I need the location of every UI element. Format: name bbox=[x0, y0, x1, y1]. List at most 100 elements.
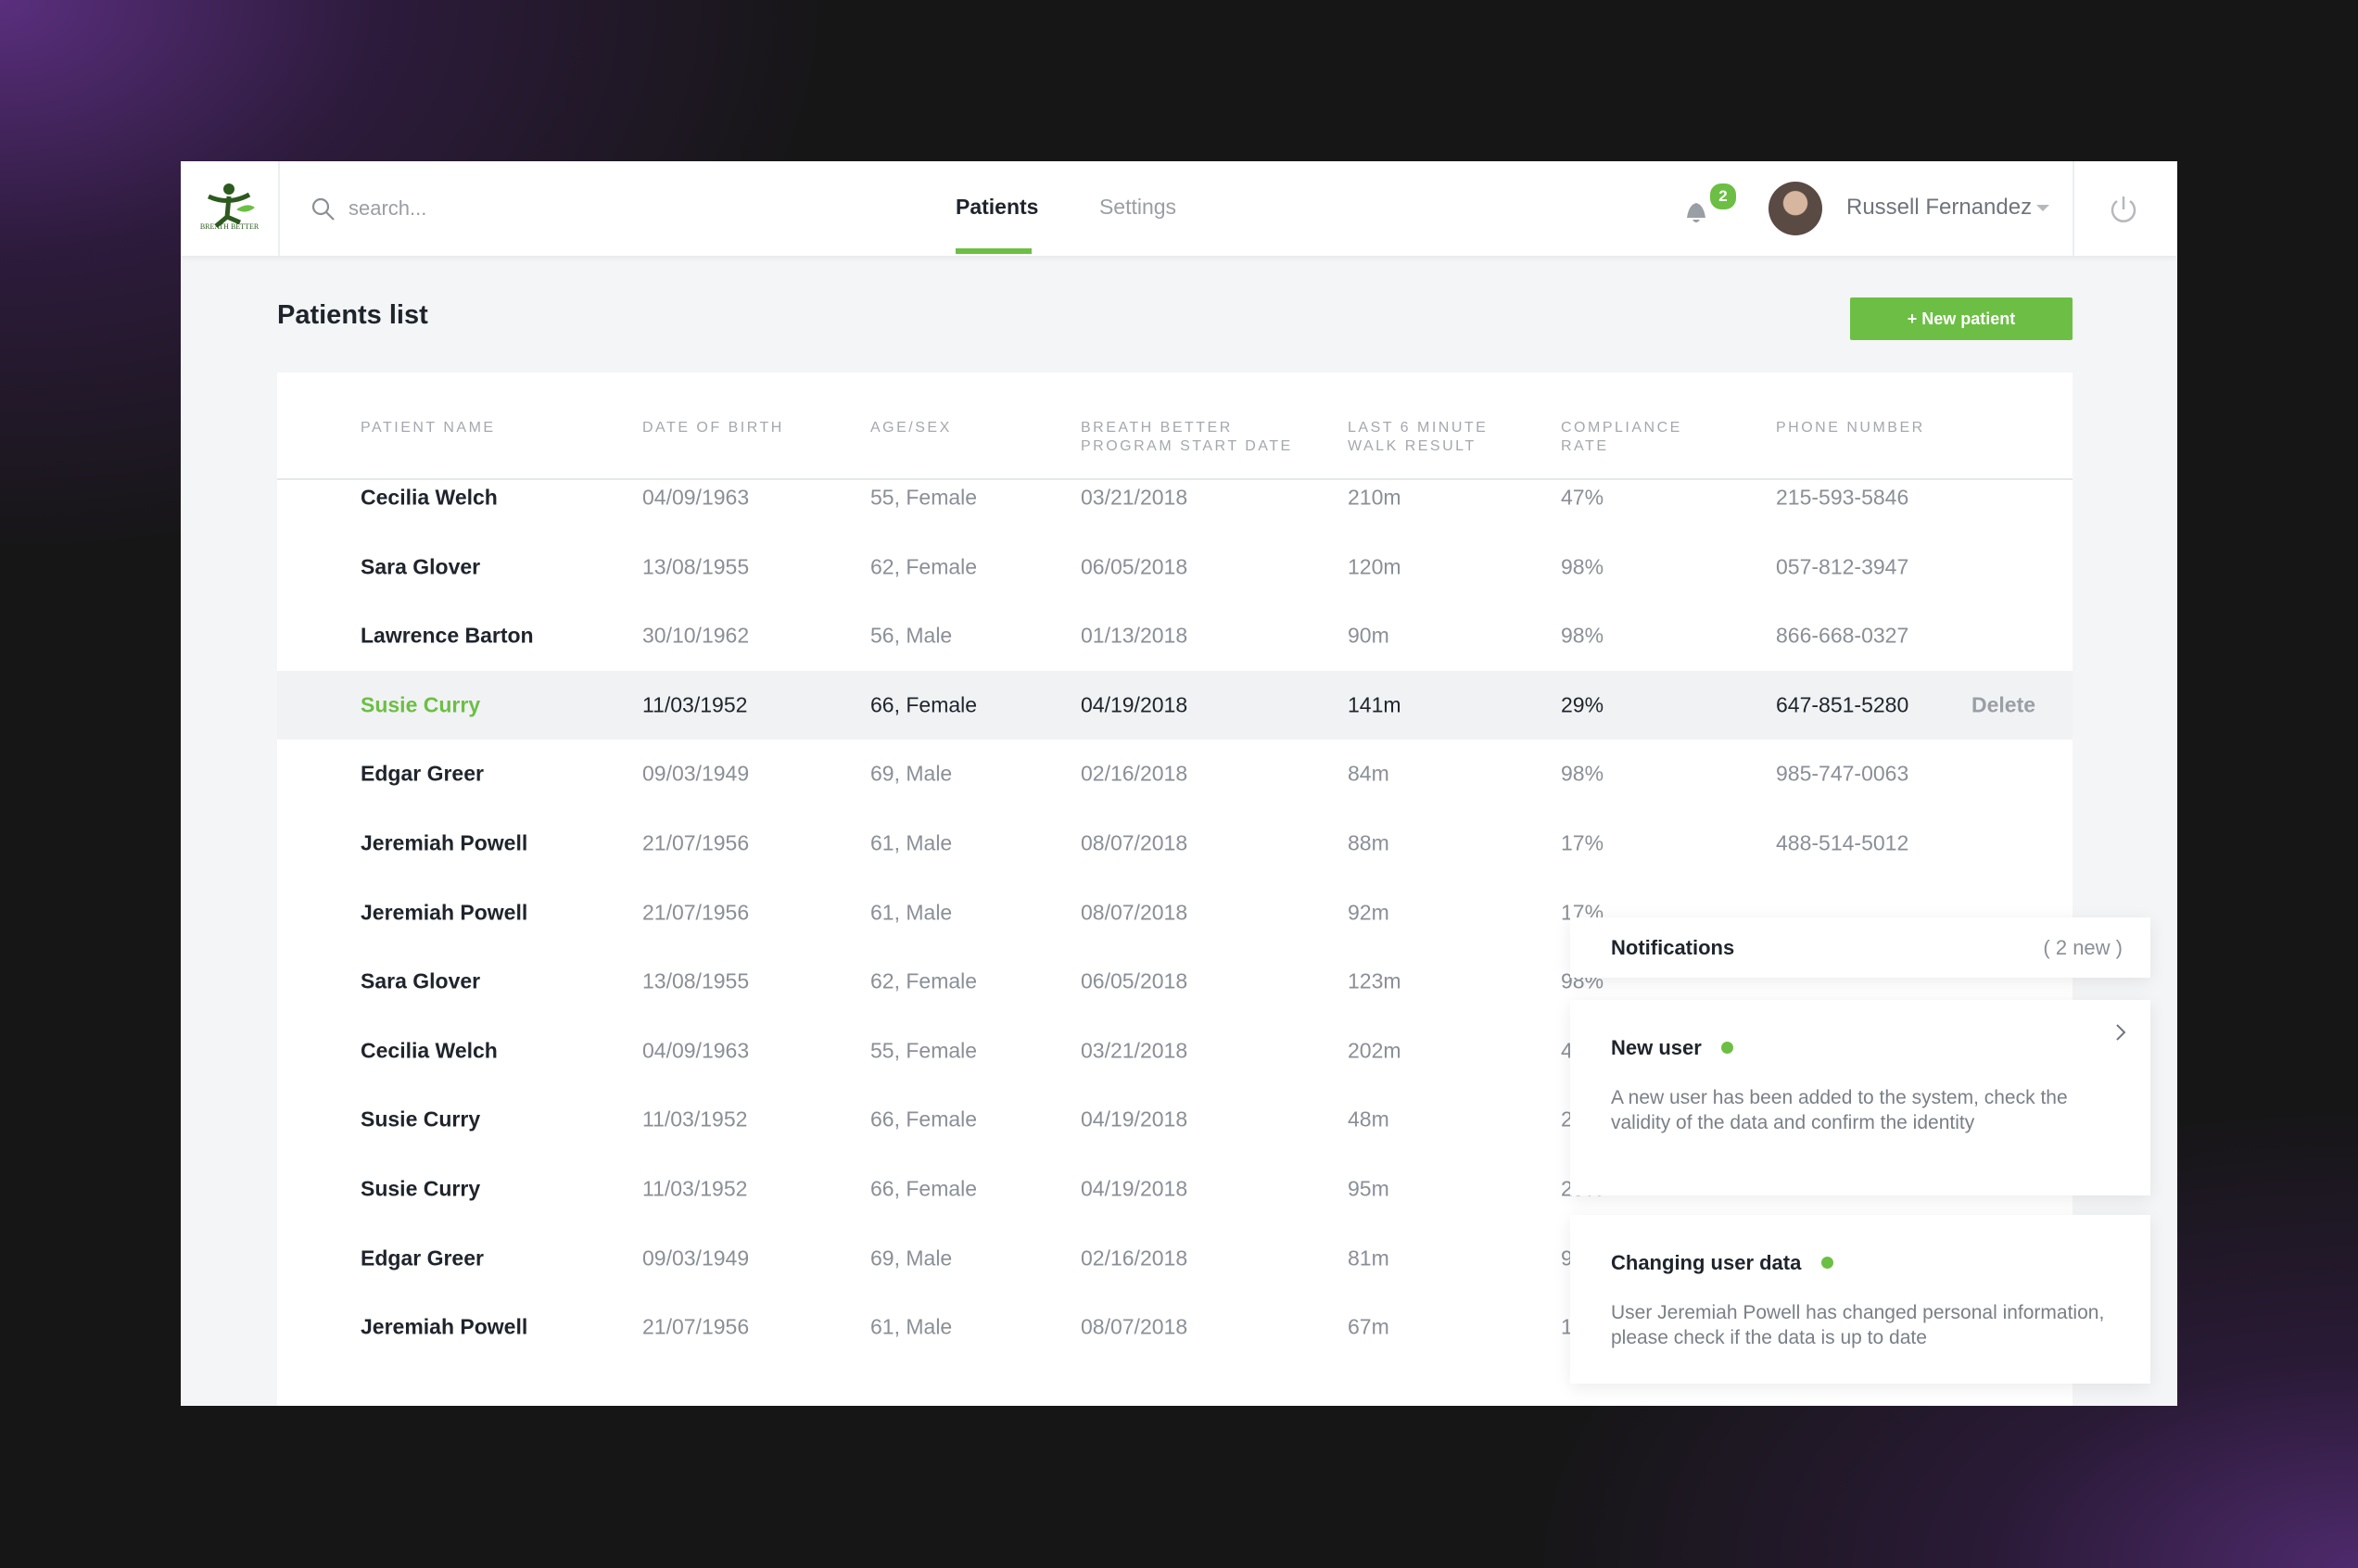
patient-name[interactable]: Jeremiah Powell bbox=[361, 900, 528, 925]
avatar[interactable] bbox=[1768, 182, 1822, 235]
table-cell: 04/19/2018 bbox=[1081, 1176, 1188, 1201]
table-cell: 81m bbox=[1348, 1246, 1389, 1271]
table-cell: 985-747-0063 bbox=[1776, 761, 1909, 786]
logo-text: Breath Better bbox=[199, 222, 260, 231]
unread-dot bbox=[1821, 1257, 1833, 1269]
table-cell: 48m bbox=[1348, 1106, 1389, 1132]
patient-name[interactable]: Susie Curry bbox=[361, 692, 481, 717]
table-cell: 61, Male bbox=[870, 830, 953, 855]
column-header: LAST 6 MINUTE WALK RESULT bbox=[1348, 420, 1489, 454]
table-cell: 61, Male bbox=[870, 900, 953, 925]
table-cell: 66, Female bbox=[870, 1176, 978, 1201]
table-cell: 69, Male bbox=[870, 1246, 953, 1271]
notification-card[interactable]: Changing user data User Jeremiah Powell … bbox=[1570, 1215, 2150, 1384]
table-cell: 66, Female bbox=[870, 1106, 978, 1132]
patient-name[interactable]: Sara Glover bbox=[361, 554, 481, 579]
table-cell: 62, Female bbox=[870, 968, 978, 993]
table-cell: 56, Male bbox=[870, 623, 953, 648]
notification-title: Changing user data bbox=[1611, 1251, 1802, 1274]
table-cell: 61, Male bbox=[870, 1314, 953, 1339]
patient-name[interactable]: Cecilia Welch bbox=[361, 1038, 498, 1063]
patient-name[interactable]: Cecilia Welch bbox=[361, 485, 498, 510]
top-bar: Breath Better search... Patients Setting… bbox=[181, 161, 2177, 256]
page-title: Patients list bbox=[277, 300, 428, 330]
tab[interactable]: Settings bbox=[1098, 195, 1177, 219]
column-header: PHONE NUMBER bbox=[1776, 420, 1925, 436]
power-button[interactable] bbox=[2107, 193, 2140, 226]
notification-text: User Jeremiah Powell has changed persona… bbox=[1611, 1302, 2105, 1348]
column-header: BREATH BETTER PROGRAM START DATE bbox=[1081, 420, 1293, 454]
table-cell: 04/19/2018 bbox=[1081, 692, 1188, 717]
table-cell: 866-668-0327 bbox=[1776, 623, 1909, 648]
patient-name[interactable]: Jeremiah Powell bbox=[361, 830, 528, 855]
table-cell: 141m bbox=[1348, 692, 1401, 717]
table-cell: 30/10/1962 bbox=[642, 623, 750, 648]
patient-name[interactable]: Edgar Greer bbox=[361, 1246, 484, 1271]
table-cell: 90m bbox=[1348, 623, 1389, 648]
table-cell: 202m bbox=[1348, 1038, 1401, 1063]
table-cell: 210m bbox=[1348, 485, 1401, 510]
dropdown-caret bbox=[2036, 205, 2049, 211]
table-cell: 55, Female bbox=[870, 1038, 978, 1063]
new-patient-button[interactable]: + New patient bbox=[1850, 297, 2073, 340]
column-header: COMPLIANCE RATE bbox=[1561, 420, 1682, 454]
table-cell: 67m bbox=[1348, 1314, 1389, 1339]
table-cell: 11/03/1952 bbox=[642, 1176, 748, 1201]
table-cell: 02/16/2018 bbox=[1081, 1246, 1188, 1271]
table-cell: 08/07/2018 bbox=[1081, 900, 1188, 925]
table-cell: 08/07/2018 bbox=[1081, 1314, 1188, 1339]
table-cell: 03/21/2018 bbox=[1081, 485, 1188, 510]
table-cell: 123m bbox=[1348, 968, 1401, 993]
delete-button[interactable]: Delete bbox=[1971, 692, 2036, 717]
table-cell: 21/07/1956 bbox=[642, 1314, 750, 1339]
notifications-count: ( 2 new ) bbox=[2043, 936, 2123, 959]
logo-icon bbox=[207, 183, 255, 228]
table-cell: 01/13/2018 bbox=[1081, 623, 1188, 648]
table-cell: 66, Female bbox=[870, 692, 978, 717]
table-cell: 17% bbox=[1561, 830, 1604, 855]
table-cell: 29% bbox=[1561, 692, 1604, 717]
table-cell: 98% bbox=[1561, 623, 1604, 648]
patient-name[interactable]: Sara Glover bbox=[361, 968, 481, 993]
notifications-title: Notifications bbox=[1611, 936, 1735, 959]
table-cell: 09/03/1949 bbox=[642, 1246, 750, 1271]
user-name[interactable]: Russell Fernandez bbox=[1846, 195, 2033, 220]
table-cell: 647-851-5280 bbox=[1776, 692, 1909, 717]
table-cell: 69, Male bbox=[870, 761, 953, 786]
notifications-header: Notifications ( 2 new ) bbox=[1570, 917, 2150, 978]
notification-badge: 2 bbox=[1708, 182, 1738, 211]
search-input[interactable]: search... bbox=[349, 196, 427, 220]
bell-icon[interactable] bbox=[1680, 192, 1713, 229]
search-icon bbox=[311, 197, 335, 221]
table-cell: 03/21/2018 bbox=[1081, 1038, 1188, 1063]
chevron-right bbox=[2116, 1024, 2126, 1041]
table-cell: 04/19/2018 bbox=[1081, 1106, 1188, 1132]
patient-name[interactable]: Jeremiah Powell bbox=[361, 1314, 528, 1339]
patient-name[interactable]: Susie Curry bbox=[361, 1106, 481, 1132]
notification-card[interactable]: New user A new user has been added to th… bbox=[1570, 1000, 2150, 1195]
app-window: Breath Better search... Patients Setting… bbox=[181, 161, 2177, 1406]
table-cell: 98% bbox=[1561, 761, 1604, 786]
table-cell: 21/07/1956 bbox=[642, 900, 750, 925]
table-cell: 02/16/2018 bbox=[1081, 761, 1188, 786]
table-cell: 04/09/1963 bbox=[642, 1038, 750, 1063]
logo[interactable]: Breath Better bbox=[181, 161, 280, 256]
table-cell: 057-812-3947 bbox=[1776, 554, 1909, 579]
table-cell: 09/03/1949 bbox=[642, 761, 750, 786]
table-cell: 488-514-5012 bbox=[1776, 830, 1909, 855]
patient-name[interactable]: Susie Curry bbox=[361, 1176, 481, 1201]
patient-name[interactable]: Lawrence Barton bbox=[361, 623, 534, 648]
table-cell: 08/07/2018 bbox=[1081, 830, 1188, 855]
patient-name[interactable]: Edgar Greer bbox=[361, 761, 484, 786]
table-cell: 95m bbox=[1348, 1176, 1389, 1201]
notification-title: New user bbox=[1611, 1036, 1702, 1059]
table-cell: 47% bbox=[1561, 485, 1604, 510]
column-header: DATE OF BIRTH bbox=[642, 420, 784, 436]
tab-active[interactable]: Patients bbox=[956, 195, 1039, 219]
table-cell: 13/08/1955 bbox=[642, 554, 750, 579]
column-header: PATIENT NAME bbox=[361, 420, 496, 436]
table-cell: 21/07/1956 bbox=[642, 830, 750, 855]
table-cell: 55, Female bbox=[870, 485, 978, 510]
table-cell: 04/09/1963 bbox=[642, 485, 750, 510]
